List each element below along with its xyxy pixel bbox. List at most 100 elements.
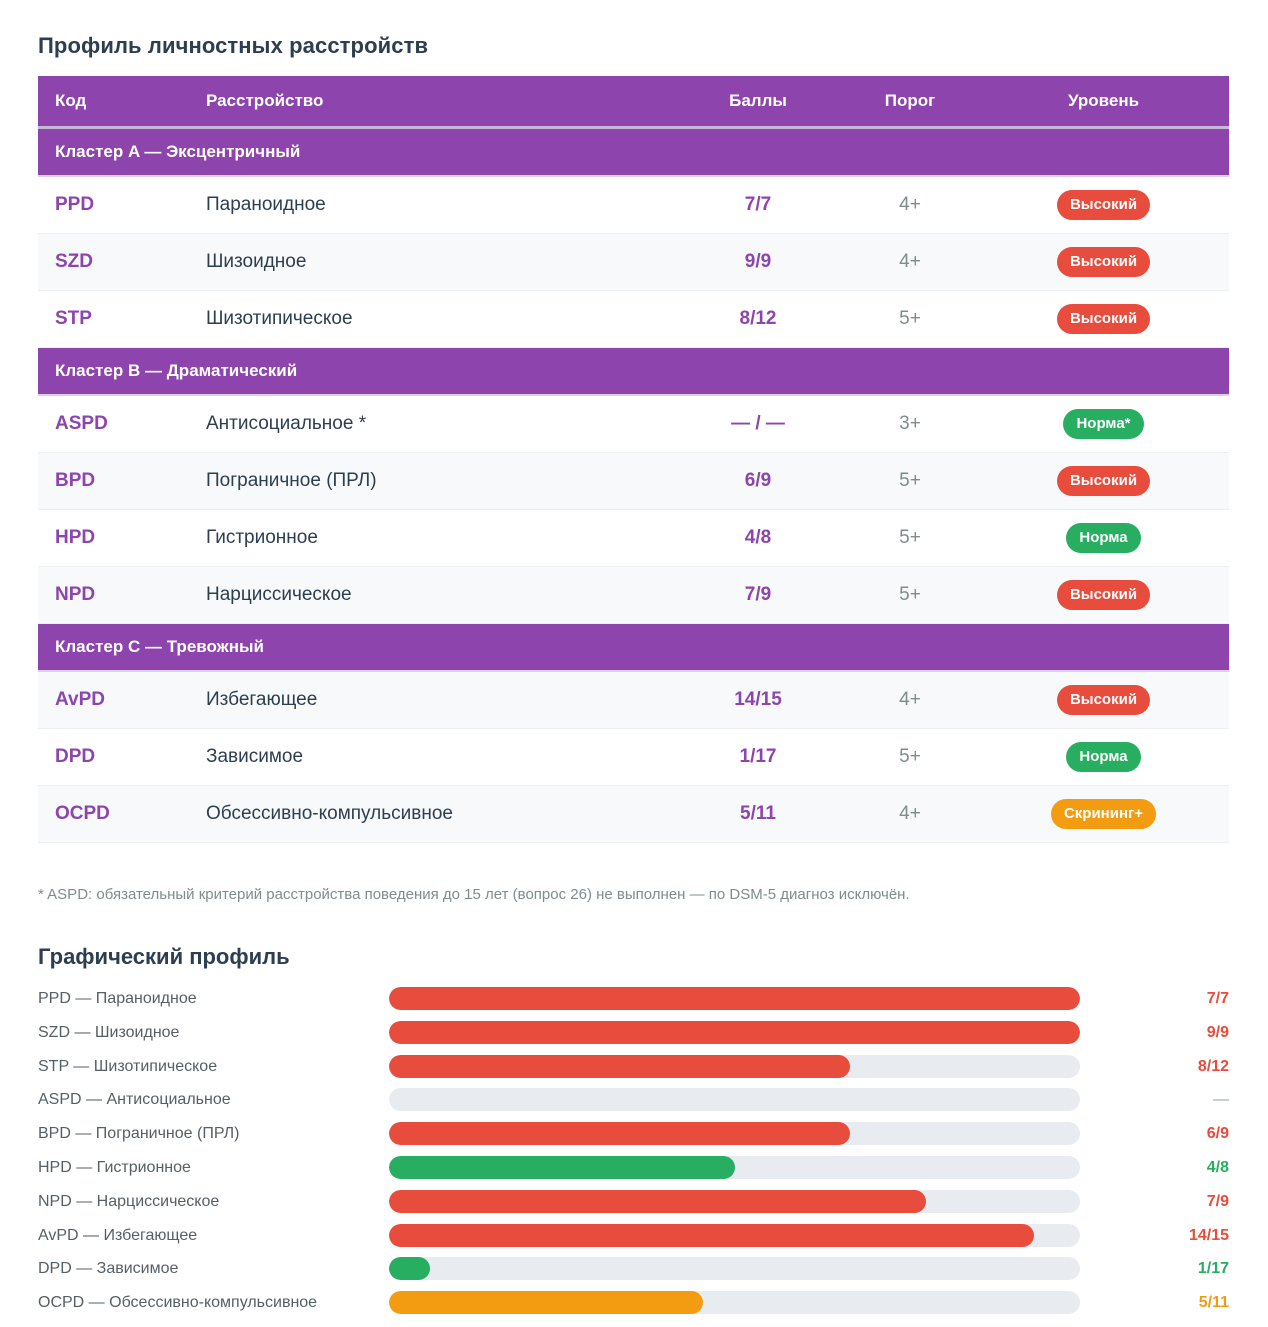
level-cell: Высокий [978, 566, 1229, 624]
bar-row: AvPD — Избегающее 14/15 [38, 1223, 1229, 1257]
disorder-name: Зависимое [206, 728, 674, 786]
disorder-name: Пограничное (ПРЛ) [206, 452, 674, 510]
bar-track [389, 1189, 1080, 1213]
level-badge: Норма [1066, 523, 1141, 553]
disorder-code: SZD [38, 233, 206, 291]
bar-fill [389, 1155, 735, 1179]
chart-title: Графический профиль [38, 944, 290, 969]
level-badge: Норма* [1063, 409, 1144, 439]
level-cell: Высокий [978, 176, 1229, 234]
level-badge: Высокий [1056, 190, 1151, 220]
bar-value-label: 1/17 [1197, 1260, 1229, 1278]
header-score: Баллы [674, 76, 842, 129]
bar-track [389, 987, 1080, 1010]
score-value: 4/8 [674, 509, 842, 567]
header-threshold: Порог [842, 76, 978, 129]
bar-value-label: 9/9 [1206, 1023, 1229, 1041]
level-badge: Высокий [1056, 580, 1151, 610]
cluster-row: Кластер A — Эксцентричный [38, 127, 1229, 177]
bar-value-label: 8/12 [1197, 1057, 1229, 1075]
disorder-code: HPD [38, 509, 206, 567]
table-row: NPD Нарциссическое 7/9 5+ Высокий [38, 566, 1229, 624]
bar-row: ASPD — Антисоциальное — [38, 1087, 1229, 1121]
bar-row: BPD — Пограничное (ПРЛ) 6/9 [38, 1121, 1229, 1155]
score-value: 14/15 [674, 671, 842, 729]
bar-fill [389, 1189, 927, 1213]
threshold-value: 5+ [842, 290, 978, 348]
disorder-name: Избегающее [206, 671, 674, 729]
bar-fill [389, 1054, 850, 1078]
level-cell: Норма [978, 728, 1229, 786]
bar-row: OCPD — Обсессивно-компульсивное 5/11 [38, 1290, 1229, 1324]
header-level: Уровень [978, 76, 1229, 129]
bar-label: NPD — Нарциссическое [38, 1192, 220, 1210]
bar-track [389, 1088, 1080, 1112]
level-badge: Высокий [1056, 685, 1151, 715]
table-row: STP Шизотипическое 8/12 5+ Высокий [38, 290, 1229, 348]
bar-label: ASPD — Антисоциальное [38, 1091, 231, 1109]
bar-value-label: — [1213, 1091, 1229, 1109]
level-badge: Высокий [1056, 247, 1151, 277]
score-value: 9/9 [674, 233, 842, 291]
bar-track [389, 1155, 1080, 1179]
bar-track [389, 1054, 1080, 1078]
bar-fill [389, 1257, 430, 1281]
table-row: ASPD Антисоциальное * — / —3+ Норма* [38, 395, 1229, 453]
level-cell: Норма* [978, 395, 1229, 453]
level-cell: Высокий [978, 452, 1229, 510]
footnote: * ASPD: обязательный критерий расстройст… [38, 886, 910, 903]
bar-value-label: 4/8 [1206, 1158, 1229, 1176]
disorder-code: DPD [38, 728, 206, 786]
table-row: HPD Гистрионное 4/8 5+ Норма [38, 509, 1229, 567]
bar-label: DPD — Зависимое [38, 1260, 179, 1278]
level-badge: Норма [1066, 742, 1141, 772]
score-value: 5/11 [674, 785, 842, 843]
bar-label: STP — Шизотипическое [38, 1057, 218, 1075]
bar-chart: PPD — Параноидное 7/7 SZD — Шизоидное 9/9 ST… [38, 986, 1229, 1324]
bar-value-label: 7/9 [1206, 1192, 1229, 1210]
cluster-label: Кластер C — Тревожный [38, 623, 1229, 672]
bar-row: SZD — Шизоидное 9/9 [38, 1020, 1229, 1054]
bar-track [389, 1122, 1080, 1146]
threshold-value: 3+ [842, 395, 978, 453]
bar-track [389, 1223, 1080, 1247]
bar-value-label: 5/11 [1198, 1294, 1229, 1312]
cluster-row: Кластер C — Тревожный [38, 623, 1229, 672]
header-code: Код [38, 76, 206, 129]
disorder-code: OCPD [38, 785, 206, 843]
threshold-value: 4+ [842, 176, 978, 234]
cluster-row: Кластер B — Драматический [38, 347, 1229, 396]
bar-track [389, 1257, 1080, 1281]
disorder-code: AvPD [38, 671, 206, 729]
threshold-value: 5+ [842, 509, 978, 567]
threshold-value: 5+ [842, 566, 978, 624]
level-badge: Высокий [1056, 304, 1151, 334]
level-cell: Высокий [978, 290, 1229, 348]
bar-value-label: 14/15 [1188, 1226, 1229, 1244]
table-row: DPD Зависимое 1/17 5+ Норма [38, 728, 1229, 786]
disorder-code: ASPD [38, 395, 206, 453]
score-value: 6/9 [674, 452, 842, 510]
table-header-row: Код Расстройство Баллы Порог Уровень [38, 76, 1229, 129]
bar-label: SZD — Шизоидное [38, 1023, 180, 1041]
disorder-name: Нарциссическое [206, 566, 674, 624]
score-value: 7/9 [674, 566, 842, 624]
disorder-code: BPD [38, 452, 206, 510]
level-cell: Высокий [978, 671, 1229, 729]
bar-row: PPD — Параноидное 7/7 [38, 986, 1229, 1020]
bar-label: OCPD — Обсессивно-компульсивное [38, 1294, 318, 1312]
cluster-label: Кластер B — Драматический [38, 347, 1229, 396]
table-row: AvPD Избегающее 14/15 4+ Высокий [38, 671, 1229, 729]
score-value: 1/17 [674, 728, 842, 786]
disorder-name: Антисоциальное * [206, 395, 674, 453]
bar-row: NPD — Нарциссическое 7/9 [38, 1189, 1229, 1223]
header-disorder: Расстройство [206, 76, 674, 129]
disorder-code: PPD [38, 176, 206, 234]
disorder-name: Шизоидное [206, 233, 674, 291]
level-badge: Скрининг+ [1050, 799, 1157, 829]
level-cell: Норма [978, 509, 1229, 567]
table-row: PPD Параноидное 7/7 4+ Высокий [38, 176, 1229, 234]
page-title: Профиль личностных расстройств [38, 33, 429, 58]
score-value: — / — [674, 395, 842, 453]
disorder-name: Обсессивно-компульсивное [206, 785, 674, 843]
